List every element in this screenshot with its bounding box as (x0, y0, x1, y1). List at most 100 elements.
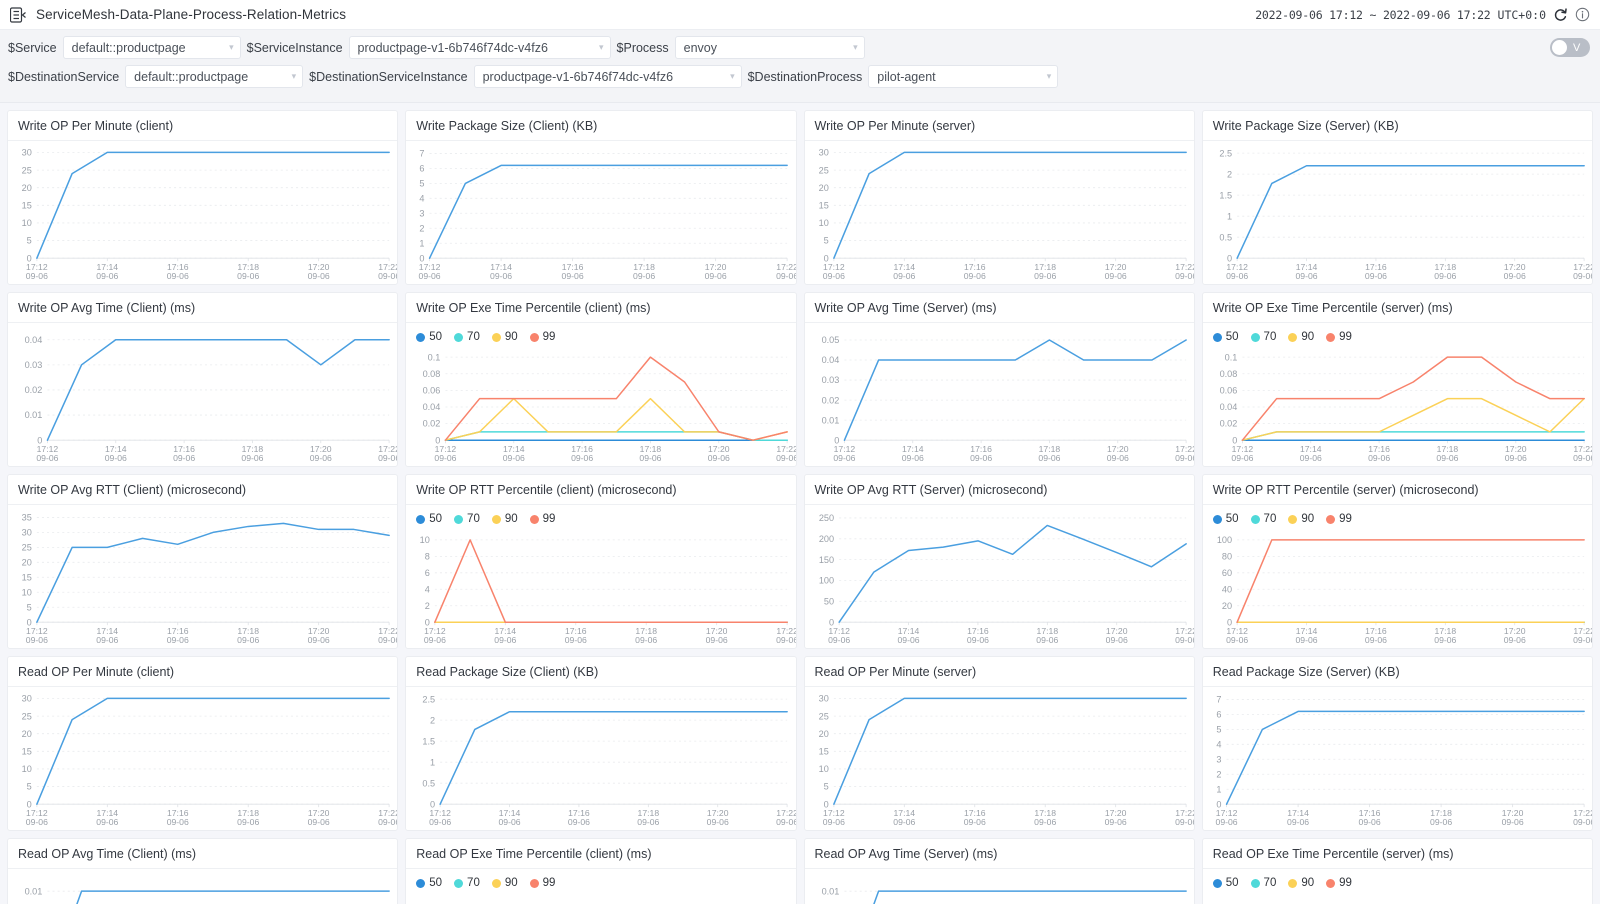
legend-dot-icon (1250, 878, 1260, 888)
chart-read-op-avg-time-client[interactable]: 0.0117:1209-0617:1409-0617:1609-0617:180… (8, 869, 397, 904)
chevron-down-icon[interactable]: ▾ (229, 42, 234, 52)
legend-item-50[interactable]: 50 (1212, 877, 1239, 889)
legend-item-90[interactable]: 90 (1288, 877, 1314, 889)
legend-item-70[interactable]: 70 (454, 513, 480, 525)
filter-select-destination-process[interactable]: pilot-agent ▾ (868, 65, 1059, 88)
info-circle-icon[interactable] (1575, 7, 1590, 22)
chart-write-package-size-client[interactable]: 0 1 2 3 4 5 6 7 17:12 09-06 17:14 09-06 17:16 09-06 17… (406, 141, 796, 284)
chart-read-op-exe-time-percentile-server[interactable] (1203, 891, 1592, 904)
panel-title-read-op-avg-time-server: Read OP Avg Time (Server) (ms) (804, 839, 1194, 869)
chart-write-op-exe-time-percentile-server[interactable]: 0 0.02 0.04 0.06 0.08 0.1 17:12 09-06 17:14 09-06… (1203, 345, 1592, 466)
chart-write-op-avg-rtt-server[interactable]: 0 50 100 150 200 250 17:12 09-06 17:14 09-06 17:16… (805, 505, 1193, 648)
svg-text:17:14: 17:14 (1287, 808, 1309, 818)
panel-read-op-exe-time-percentile-server: Read OP Exe Time Percentile (server) (ms… (1201, 838, 1593, 904)
filter-select-destination-service[interactable]: default::productpage ▾ (125, 65, 304, 88)
filter-label-destination-service: $DestinationService (8, 69, 120, 84)
chevron-down-icon[interactable]: ▾ (1046, 71, 1052, 81)
legend-item-90[interactable]: 90 (1288, 331, 1314, 343)
chart-write-op-rtt-percentile-server[interactable]: 0 20 40 60 80 100 17:12 09-06 17:14 09-06 17:16 09-… (1203, 527, 1592, 648)
svg-text:17:12: 17:12 (823, 808, 845, 818)
chart-read-op-exe-time-percentile-client[interactable] (406, 891, 795, 904)
filter-select-service-instance[interactable]: productpage-v1-6b746f74dc-v4fz6 ▾ (348, 36, 611, 59)
legend-item-99[interactable]: 99 (529, 877, 556, 889)
filter-select-destination-service-instance[interactable]: productpage-v1-6b746f74dc-v4fz6 ▾ (473, 65, 742, 88)
panel-body-write-op-avg-rtt-server: 0 50 100 150 200 250 17:12 09-06 17:14 09-06 17:16… (805, 505, 1193, 648)
legend-item-90[interactable]: 90 (1288, 513, 1314, 525)
panel-body-read-op-avg-time-client: 0.0117:1209-0617:1409-0617:1609-0617:180… (8, 869, 397, 904)
legend-label-70: 70 (1263, 877, 1277, 889)
chart-read-package-size-client[interactable]: 0 0.5 1 1.5 2 2.5 17:12 09-06 17:14 09-06 17:16 09-… (406, 687, 796, 830)
chart-write-op-exe-time-percentile-client[interactable]: 0 0.02 0.04 0.06 0.08 0.1 17:12 09-06 17:14 09-06… (406, 345, 796, 466)
chart-write-op-per-minute-client[interactable]: 0 5 10 15 20 25 30 17:12 09-06 17:14 09-06 17:16 09-… (8, 141, 398, 284)
legend-item-99[interactable]: 99 (529, 513, 555, 525)
svg-text:1: 1 (430, 757, 435, 767)
svg-text:15: 15 (818, 747, 828, 757)
svg-text:09-06: 09-06 (901, 453, 923, 463)
legend-item-50[interactable]: 50 (416, 331, 442, 343)
chevron-down-icon[interactable]: ▾ (599, 42, 604, 52)
legend-item-50[interactable]: 50 (1212, 513, 1239, 525)
legend-dot-icon (529, 332, 539, 342)
legend-item-70[interactable]: 70 (1250, 877, 1277, 889)
legend-item-70[interactable]: 70 (454, 877, 480, 889)
svg-text:0: 0 (436, 435, 441, 445)
refresh-icon[interactable] (1553, 7, 1568, 22)
chart-read-op-per-minute-client[interactable]: 0 5 10 15 20 25 30 17:12 09-06 17:14 09-06 17:16 09-… (8, 687, 398, 830)
legend-item-70[interactable]: 70 (1250, 331, 1277, 343)
chart-write-op-rtt-percentile-client[interactable]: 0 2 4 6 8 10 17:12 09-06 17:14 09-06 17:16 09-06 17:… (406, 527, 796, 648)
legend-item-90[interactable]: 90 (491, 513, 518, 525)
svg-text:09-06: 09-06 (893, 271, 915, 281)
chart-write-op-avg-rtt-client[interactable]: 0 5 10 15 20 25 30 35 17:12 09-06 17:14 09-06 17:16 0… (8, 505, 398, 648)
legend-item-50[interactable]: 50 (1212, 331, 1239, 343)
legend-item-70[interactable]: 70 (1250, 513, 1276, 525)
legend-item-99[interactable]: 99 (1326, 513, 1352, 525)
svg-text:1: 1 (420, 238, 425, 248)
legend-item-90[interactable]: 90 (491, 877, 518, 889)
chart-write-op-per-minute-server[interactable]: 0 5 10 15 20 25 30 17:12 09-06 17:14 09-06 17:16 09-… (805, 141, 1194, 284)
legend-label-70: 70 (1263, 331, 1277, 343)
panel-title-write-op-avg-rtt-client: Write OP Avg RTT (Client) (microsecond) (8, 475, 398, 505)
svg-text:17:20: 17:20 (1504, 626, 1526, 636)
legend-label-50: 50 (1225, 877, 1239, 889)
time-range-label[interactable]: 2022-09-06 17:12 ~ 2022-09-06 17:22 (1255, 7, 1491, 22)
svg-text:09-06: 09-06 (96, 271, 118, 281)
chevron-down-icon[interactable]: ▾ (853, 42, 858, 52)
chart-write-package-size-server[interactable]: 0 0.5 1 1.5 2 2.5 17:12 09-06 17:14 09-06 17:16 09-… (1203, 141, 1592, 284)
filter-select-process[interactable]: envoy ▾ (674, 36, 865, 59)
svg-text:09-06: 09-06 (822, 817, 844, 827)
menu-list-icon[interactable] (10, 6, 26, 23)
legend-dot-icon (1212, 878, 1222, 888)
filter-select-service[interactable]: default::productpage ▾ (62, 36, 241, 59)
legend-item-99[interactable]: 99 (1326, 877, 1352, 889)
chart-write-op-avg-time-client[interactable]: 0 0.01 0.02 0.03 0.04 17:12 09-06 17:14 09-06 17:… (8, 323, 398, 466)
legend-item-50[interactable]: 50 (416, 513, 442, 525)
panel-title-read-op-per-minute-server: Read OP Per Minute (server) (804, 657, 1194, 687)
chart-write-op-avg-time-server[interactable]: 0 0.01 0.02 0.03 0.04 0.05 17:12 09-06 17:14 09-0… (805, 323, 1194, 466)
chevron-down-icon[interactable]: ▾ (291, 71, 297, 81)
svg-text:30: 30 (22, 694, 32, 704)
panel-title-write-op-per-minute-client: Write OP Per Minute (client) (8, 111, 398, 141)
svg-text:0: 0 (27, 617, 32, 627)
svg-text:17:20: 17:20 (706, 626, 728, 636)
chart-read-op-avg-time-server[interactable]: 0.0117:1209-0617:1409-0617:1609-0617:180… (805, 869, 1194, 904)
legend-label-99: 99 (542, 877, 556, 889)
legend-item-90[interactable]: 90 (491, 331, 518, 343)
svg-text:09-06: 09-06 (1175, 271, 1194, 281)
legend-item-50[interactable]: 50 (416, 877, 442, 889)
chevron-down-icon[interactable]: ▾ (730, 71, 735, 81)
svg-text:09-06: 09-06 (1175, 817, 1194, 827)
svg-text:15: 15 (22, 201, 32, 211)
legend-item-70[interactable]: 70 (454, 331, 480, 343)
filter-label-process: $Process (616, 40, 669, 55)
legend-item-99[interactable]: 99 (529, 331, 555, 343)
filter-value-destination-service-instance: productpage-v1-6b746f74dc-v4fz6 (482, 69, 674, 84)
chart-read-package-size-server[interactable]: 0 1 2 3 4 5 6 7 17:12 09-06 17:14 09-06 17:16 09-06 17… (1203, 687, 1592, 830)
svg-text:0.01: 0.01 (25, 886, 43, 896)
panel-body-write-op-avg-rtt-client: 0 5 10 15 20 25 30 35 17:12 09-06 17:14 09-06 17:16 0… (8, 505, 398, 648)
view-mode-toggle[interactable]: V (1550, 38, 1590, 57)
chart-read-op-per-minute-server[interactable]: 0 5 10 15 20 25 30 17:12 09-06 17:14 09-06 17:16 09-… (805, 687, 1194, 830)
filter-bar: $Service default::productpage ▾ $ServiceIns… (0, 30, 1600, 103)
legend-dot-icon (491, 332, 501, 342)
legend-item-99[interactable]: 99 (1326, 331, 1352, 343)
top-bar: ServiceMesh-Data-Plane-Process-Relation-… (0, 0, 1600, 30)
